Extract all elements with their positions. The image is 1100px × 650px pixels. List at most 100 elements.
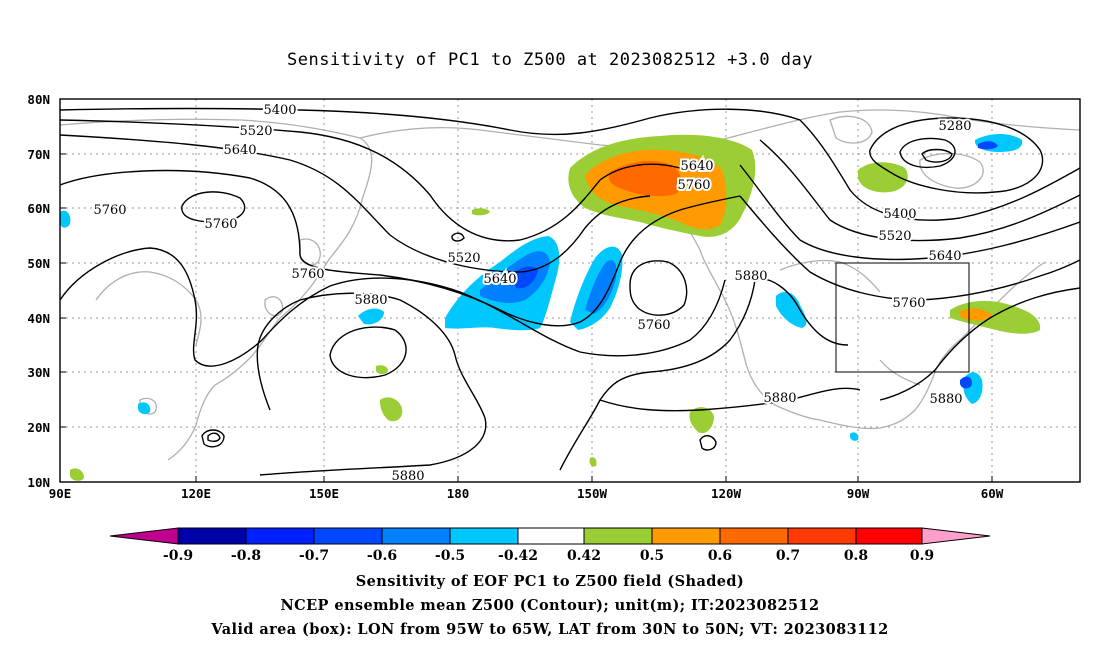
shading-lightblue-west-coast — [776, 291, 807, 328]
contour-label: 5880 — [763, 391, 796, 406]
colorbar-swatch — [719, 527, 789, 545]
contour-5640-north — [60, 134, 651, 273]
colorbar-swatch — [651, 527, 721, 545]
plot-title: Sensitivity of PC1 to Z500 at 2023082512… — [286, 50, 813, 70]
lat-tick-labels: 80N 70N 60N 50N 40N 30N 20N 10N — [27, 92, 50, 490]
gridlines — [60, 99, 1080, 482]
contour-small-ring-3 — [699, 435, 717, 451]
contour-label: 5760 — [892, 296, 925, 311]
contour-label: 5760 — [637, 318, 670, 333]
colorbar-swatch — [583, 527, 653, 545]
colorbar-label: -0.8 — [231, 548, 261, 564]
contour-5280-ring — [869, 117, 1044, 194]
colorbar-swatch — [245, 527, 315, 545]
shading-green-pacific-small-1 — [380, 397, 403, 422]
shading-green-pacific-small-3 — [376, 365, 388, 374]
contour-small-ring-1 — [201, 429, 225, 448]
contour-label: 5640 — [680, 159, 713, 174]
shading-green-hudson — [858, 162, 908, 193]
colorbar-label: 0.8 — [844, 548, 868, 564]
contour-5760-east-ring — [629, 260, 688, 316]
shading-blue-greenland — [978, 141, 998, 150]
contour-label: 5520 — [447, 251, 480, 266]
lat-tick-label: 40N — [27, 311, 50, 326]
map-frame-bg — [60, 99, 1080, 482]
contour-label: 5760 — [677, 178, 710, 193]
colorbar-swatch — [517, 527, 585, 545]
shading-lightblue-midpacific — [358, 308, 384, 325]
contour-5880-east — [559, 278, 849, 471]
colorbar-label: -0.42 — [498, 548, 538, 564]
contour-5760-ring — [181, 191, 246, 223]
lat-tick-label: 60N — [27, 201, 50, 216]
contour-5280-core — [921, 148, 953, 163]
contour-5880-ring — [329, 326, 407, 379]
shading-green-mexico — [589, 457, 597, 467]
caption-line-1: Sensitivity of EOF PC1 to Z500 field (Sh… — [355, 573, 745, 590]
contour-label: 5640 — [223, 143, 256, 158]
colorbar-label: -0.9 — [163, 548, 193, 564]
shading-orange-atlantic — [958, 308, 992, 321]
lon-tick-labels: 90E 120E 150E 180 150W 120W 90W 60W — [49, 486, 1004, 501]
lat-tick-label: 70N — [27, 147, 50, 162]
shading-lightblue-philippine — [138, 402, 151, 415]
lon-tick-label: 120W — [711, 486, 742, 501]
lon-tick-label: 90W — [847, 486, 870, 501]
colorbar-label: 0.9 — [910, 548, 934, 564]
colorbar-label: 0.6 — [708, 548, 732, 564]
lon-tick-label: 150W — [577, 486, 608, 501]
colorbar-swatch — [177, 527, 247, 545]
lat-tick-label: 80N — [27, 92, 50, 107]
colorbar-swatch — [381, 527, 451, 545]
caption-line-3: Valid area (box): LON from 95W to 65W, L… — [211, 621, 889, 638]
contour-5520-east — [759, 139, 1080, 242]
contour-label: 5640 — [483, 272, 516, 287]
z500-contours — [60, 107, 1080, 476]
colorbar-label: -0.6 — [367, 548, 397, 564]
colorbar-label: -0.7 — [299, 548, 329, 564]
contour-label: 5400 — [263, 103, 296, 118]
lat-tick-label: 10N — [27, 475, 50, 490]
contour-label: 5640 — [928, 249, 961, 264]
lat-tick-label: 20N — [27, 420, 50, 435]
lon-tick-label: 90E — [49, 486, 72, 501]
contour-5400-north — [60, 107, 801, 136]
shading-darkorange-alaska — [608, 160, 681, 197]
colorbar-high-end — [921, 527, 991, 545]
contour-label: 5880 — [354, 293, 387, 308]
shading-blue-nw-atlantic — [960, 376, 972, 389]
contour-label: 5520 — [878, 229, 911, 244]
lon-tick-label: 60W — [981, 486, 1004, 501]
contour-label: 5760 — [291, 267, 324, 282]
colorbar-labels: -0.9 -0.8 -0.7 -0.6 -0.5 -0.42 0.42 0.5 … — [163, 548, 934, 564]
colorbar — [109, 527, 991, 545]
contour-5520-north — [60, 119, 681, 242]
contour-5880-south — [256, 292, 487, 476]
lon-tick-label: 150E — [309, 486, 339, 501]
shading-medblue-eastern-pacific — [585, 260, 617, 314]
colorbar-label: 0.7 — [776, 548, 800, 564]
lon-tick-label: 180 — [447, 486, 470, 501]
colorbar-swatch — [787, 527, 857, 545]
caption-line-2: NCEP ensemble mean Z500 (Contour); unit(… — [280, 597, 820, 614]
contour-labels: 5400 5520 5640 5760 5760 5760 5880 5520 … — [91, 101, 973, 482]
contour-5760-east — [739, 195, 1080, 301]
contour-5400-east — [799, 119, 1080, 221]
valid-area-box — [835, 262, 970, 373]
shading-green-india — [70, 468, 84, 481]
shading-lightblue-west-edge — [60, 210, 71, 228]
lon-tick-label: 120E — [181, 486, 211, 501]
tick-marks — [60, 98, 993, 483]
shading-green-pacific-small-2 — [689, 407, 714, 434]
lat-tick-label: 50N — [27, 256, 50, 271]
contour-label: 5400 — [883, 207, 916, 222]
contour-label: 5880 — [929, 392, 962, 407]
colorbar-label: -0.5 — [435, 548, 465, 564]
contour-5760-outer — [60, 169, 741, 327]
lat-tick-label: 30N — [27, 365, 50, 380]
contour-5280-inner — [899, 137, 956, 169]
shading-green-northpac — [472, 208, 490, 216]
colorbar-label: 0.42 — [567, 548, 601, 564]
negative-sensitivity-shading — [60, 134, 1023, 441]
